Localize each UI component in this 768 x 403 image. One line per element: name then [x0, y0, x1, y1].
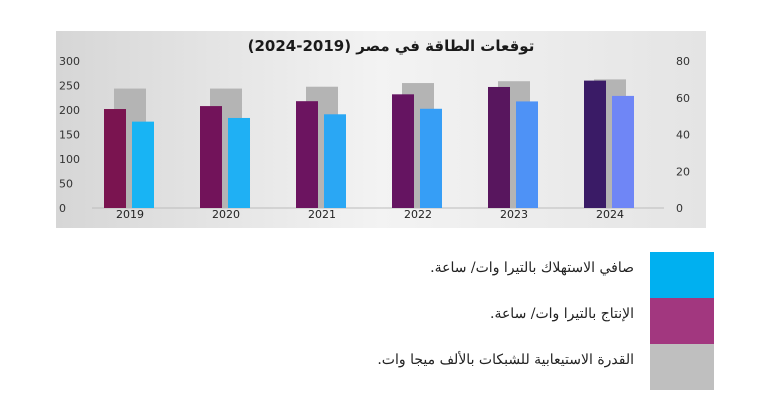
- legend-swatch-capacity: [650, 344, 714, 390]
- bar-consumption: [420, 108, 442, 208]
- bar-consumption: [228, 117, 250, 208]
- bar-production: [296, 101, 318, 208]
- left-tick-label: 50: [59, 178, 73, 191]
- legend-label-consumption: صافي الاستهلاك بالتيرا وات/ ساعة.: [430, 260, 634, 276]
- legend-item-capacity: القدرة الاستيعابية للشبكات بالألف ميجا و…: [377, 344, 714, 390]
- right-tick-label: 80: [676, 55, 690, 68]
- category-label: 2022: [404, 208, 432, 221]
- bar-production: [104, 109, 126, 208]
- bars: [104, 79, 634, 208]
- bar-production: [488, 86, 510, 208]
- left-axis: 0 50 100 150 200 250 300: [59, 55, 80, 215]
- bar-consumption: [132, 121, 154, 208]
- category-label: 2020: [212, 208, 240, 221]
- category-label: 2019: [116, 208, 144, 221]
- bar-consumption: [324, 114, 346, 208]
- right-tick-label: 20: [676, 165, 690, 178]
- left-tick-label: 0: [59, 202, 66, 215]
- bar-consumption: [612, 95, 634, 208]
- bar-production: [392, 94, 414, 208]
- legend-item-consumption: صافي الاستهلاك بالتيرا وات/ ساعة.: [390, 252, 714, 298]
- legend-item-production: الإنتاج بالتيرا وات/ ساعة.: [390, 298, 714, 344]
- right-tick-label: 60: [676, 92, 690, 105]
- right-tick-label: 0: [676, 202, 683, 215]
- category-labels: 2019 2020 2021 2022 2023 2024: [116, 208, 624, 221]
- right-tick-label: 40: [676, 129, 690, 142]
- legend-label-production: الإنتاج بالتيرا وات/ ساعة.: [490, 306, 634, 322]
- bar-production: [200, 106, 222, 208]
- bar-consumption: [516, 101, 538, 208]
- left-tick-label: 150: [59, 129, 80, 142]
- left-tick-label: 200: [59, 104, 80, 117]
- left-tick-label: 250: [59, 80, 80, 93]
- legend-label-capacity: القدرة الاستيعابية للشبكات بالألف ميجا و…: [377, 352, 634, 368]
- left-tick-label: 300: [59, 55, 80, 68]
- category-label: 2023: [500, 208, 528, 221]
- chart-title: توقعات الطاقة في مصر (2019-2024): [248, 37, 535, 55]
- category-label: 2024: [596, 208, 624, 221]
- left-tick-label: 100: [59, 153, 80, 166]
- category-label: 2021: [308, 208, 336, 221]
- legend-swatch-consumption: [650, 252, 714, 298]
- right-axis: 0 20 40 60 80: [676, 55, 690, 215]
- bar-production: [584, 80, 606, 208]
- energy-forecast-chart: توقعات الطاقة في مصر (2019-2024) 0 50 100 1…: [56, 31, 706, 228]
- legend-swatch-production: [650, 298, 714, 344]
